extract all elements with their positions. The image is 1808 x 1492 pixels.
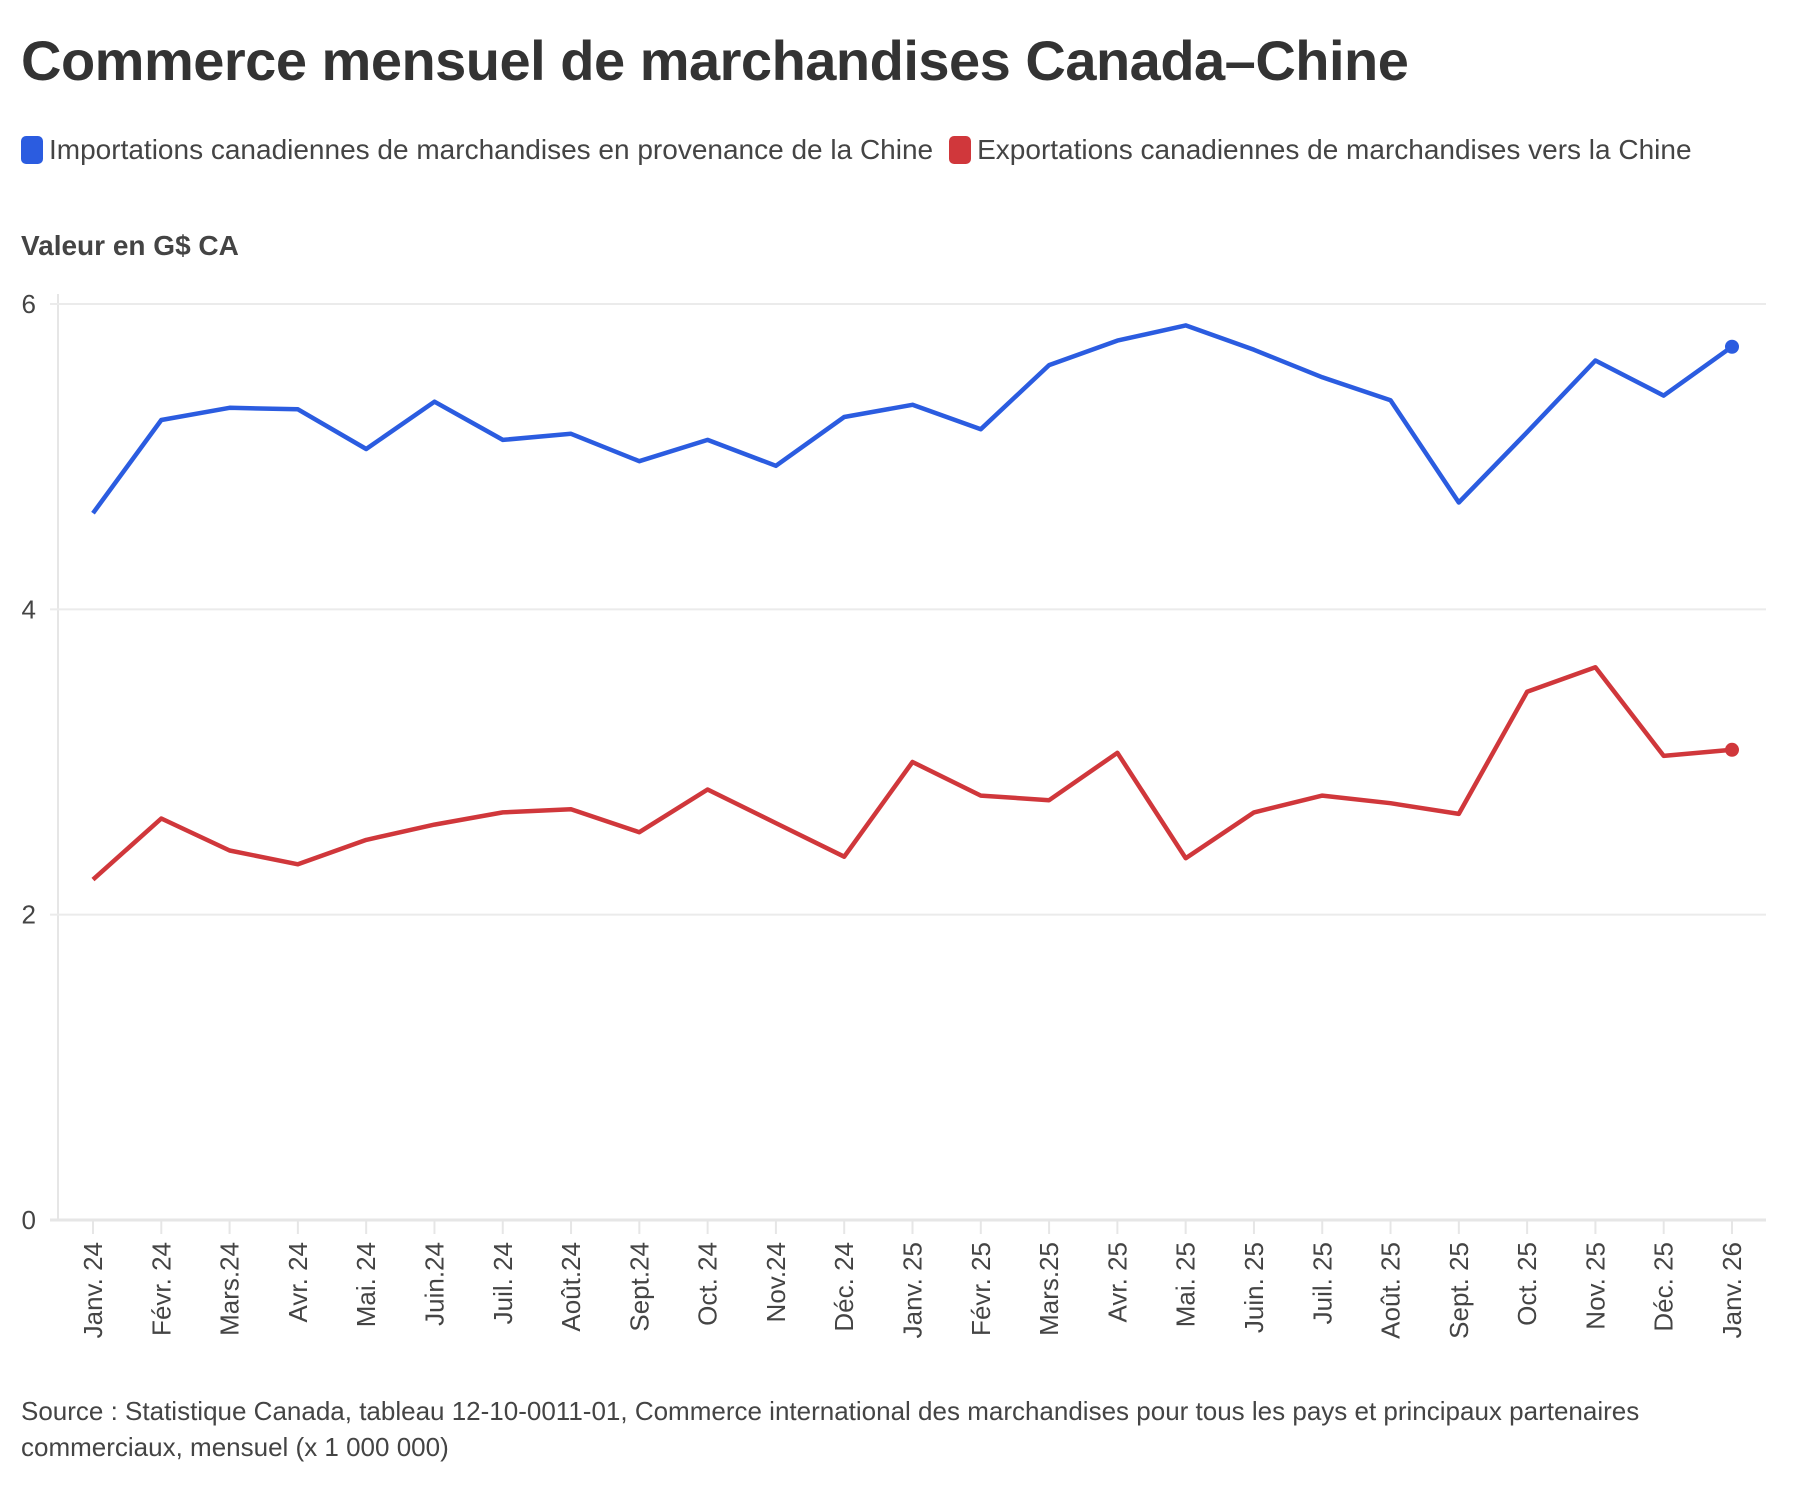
x-tick-label: Janv. 26 [1717, 1242, 1747, 1338]
series-end-marker-imports [1725, 339, 1739, 354]
x-tick-label: Avr. 24 [283, 1242, 313, 1322]
y-tick-label: 6 [22, 289, 36, 319]
x-tick-label: Avr. 25 [1102, 1242, 1132, 1322]
legend-swatch-imports [21, 136, 43, 164]
x-tick-label: Janv. 25 [898, 1242, 928, 1338]
x-tick-label: Sept.24 [624, 1242, 654, 1332]
legend: Importations canadiennes de marchandises… [21, 134, 1692, 166]
x-tick-label: Juil. 24 [488, 1242, 518, 1324]
x-tick-label: Nov.24 [761, 1242, 791, 1322]
x-tick-label: Sept. 25 [1444, 1242, 1474, 1339]
legend-item-imports[interactable]: Importations canadiennes de marchandises… [21, 134, 933, 166]
x-tick-label: Nov. 25 [1580, 1242, 1610, 1330]
legend-item-exports[interactable]: Exportations canadiennes de marchandises… [949, 134, 1692, 166]
x-tick-label: Mai. 25 [1171, 1242, 1201, 1327]
x-tick-label: Févr. 25 [966, 1242, 996, 1336]
x-tick-label: Mars.24 [215, 1242, 245, 1336]
chart-title: Commerce mensuel de marchandises Canada–… [21, 29, 1409, 92]
x-tick-label: Oct. 25 [1512, 1242, 1542, 1326]
y-axis-label: Valeur en G$ CA [21, 230, 239, 261]
legend-swatch-exports [949, 136, 972, 164]
x-tick-label: Févr. 24 [146, 1242, 176, 1336]
x-tick-label: Déc. 25 [1649, 1242, 1679, 1332]
y-tick-label: 0 [22, 1205, 36, 1235]
y-tick-label: 2 [22, 900, 36, 930]
x-tick-label: Déc. 24 [829, 1242, 859, 1332]
x-tick-label: Août. 25 [1376, 1242, 1406, 1339]
y-tick-label: 4 [22, 594, 36, 624]
legend-label-exports: Exportations canadiennes de marchandises… [977, 134, 1692, 165]
x-tick-label: Oct. 24 [693, 1242, 723, 1326]
x-tick-label: Mai. 24 [351, 1242, 381, 1327]
x-tick-label: Mars.25 [1034, 1242, 1064, 1336]
series-end-marker-exports [1725, 742, 1739, 757]
legend-label-imports: Importations canadiennes de marchandises… [49, 134, 934, 165]
x-tick-label: Juin. 25 [1239, 1242, 1269, 1333]
source-note: Source : Statistique Canada, tableau 12-… [21, 1396, 1640, 1462]
x-tick-label: Juil. 25 [1307, 1242, 1337, 1324]
x-tick-label: Janv. 24 [78, 1242, 108, 1338]
series-line-imports [91, 323, 1734, 515]
x-tick-label: Août.24 [556, 1242, 586, 1332]
series-line-exports [91, 665, 1733, 882]
x-tick-label: Juin.24 [419, 1242, 449, 1326]
line-chart: 0 2 4 6 Janv. 24 Févr. 24 Mars.24 Avr. 24 Mai. 2… [22, 289, 1766, 1339]
